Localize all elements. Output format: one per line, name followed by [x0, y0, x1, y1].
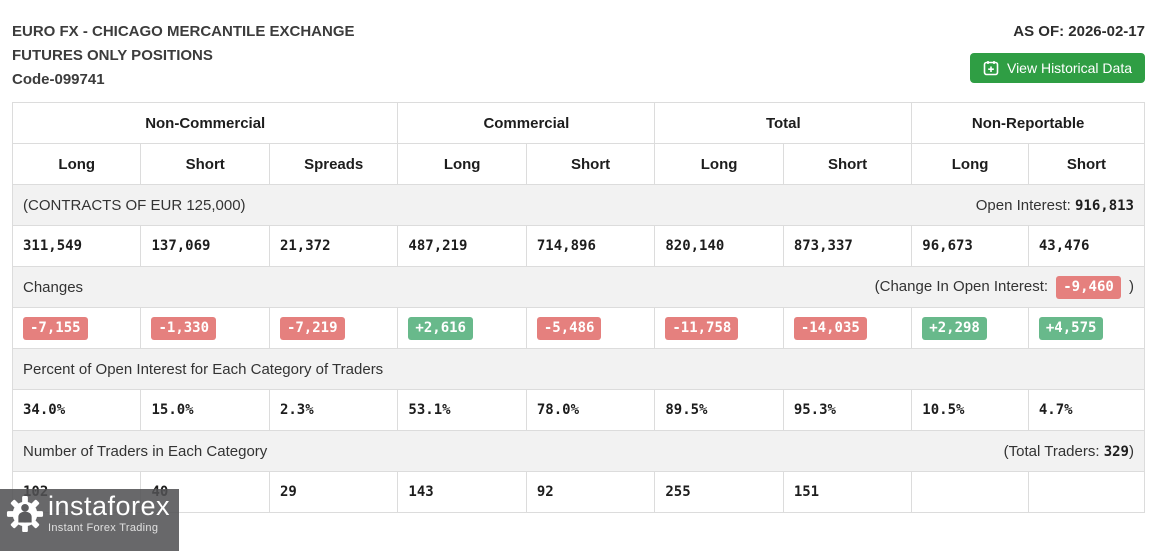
column-header: Long: [397, 143, 527, 185]
report-title: EURO FX - CHICAGO MERCANTILE EXCHANGE: [12, 23, 355, 40]
view-historical-data-button[interactable]: View Historical Data: [969, 53, 1145, 83]
percent-cell: 89.5%: [654, 389, 784, 431]
report-titles: EURO FX - CHICAGO MERCANTILE EXCHANGE FU…: [12, 20, 355, 92]
change-cell: +2,298: [911, 307, 1029, 349]
percents-row: 34.0% 15.0% 2.3% 53.1% 78.0% 89.5% 95.3%…: [11, 389, 1146, 431]
column-header: Short: [140, 143, 270, 185]
percent-cell: 53.1%: [397, 389, 527, 431]
traders-cell: [911, 471, 1029, 513]
percent-cell: 15.0%: [140, 389, 270, 431]
change-cell: -14,035: [782, 307, 913, 349]
as-of-date: AS OF: 2026-02-17: [1013, 23, 1145, 40]
total-traders-prefix: (Total Traders:: [1003, 442, 1100, 460]
change-cell: -11,758: [654, 307, 784, 349]
calendar-plus-icon: [983, 60, 999, 76]
report-subtitle: FUTURES ONLY POSITIONS: [12, 47, 213, 64]
change-badge: +2,298: [922, 316, 987, 340]
changes-label: Changes: [12, 266, 655, 308]
column-header: Long: [911, 143, 1029, 185]
percent-label: Percent of Open Interest for Each Catego…: [12, 348, 1145, 390]
traders-row: 102 40 29 143 92 255 151: [11, 471, 1146, 513]
total-traders-suffix: ): [1129, 442, 1134, 460]
position-cell: 873,337: [782, 225, 913, 267]
position-cell: 487,219: [397, 225, 527, 267]
percent-cell: 34.0%: [11, 389, 142, 431]
position-cell: 43,476: [1027, 225, 1146, 267]
traders-cell: 255: [654, 471, 784, 513]
traders-cell: 29: [268, 471, 399, 513]
header-right: AS OF: 2026-02-17 View Historical Data: [969, 20, 1145, 83]
group-header-row: Non-Commercial Commercial Total Non-Repo…: [11, 102, 1145, 144]
group-header-commercial: Commercial: [397, 102, 656, 144]
total-traders-cell: (Total Traders: 329): [654, 430, 1145, 472]
traders-cell: 92: [525, 471, 656, 513]
change-badge: -1,330: [151, 316, 217, 340]
percent-cell: 95.3%: [782, 389, 913, 431]
traders-cell: 151: [782, 471, 913, 513]
open-interest-value: 916,813: [1074, 197, 1134, 214]
contracts-row: (CONTRACTS OF EUR 125,000) Open Interest…: [12, 184, 1145, 226]
traders-cell: [1027, 471, 1146, 513]
cot-report-page: EURO FX - CHICAGO MERCANTILE EXCHANGE FU…: [11, 0, 1146, 513]
percent-cell: 78.0%: [525, 389, 656, 431]
traders-cell: 143: [397, 471, 527, 513]
contracts-label: (CONTRACTS OF EUR 125,000): [12, 184, 655, 226]
report-header: EURO FX - CHICAGO MERCANTILE EXCHANGE FU…: [12, 0, 1145, 102]
change-badge: -11,758: [665, 316, 739, 340]
position-cell: 96,673: [911, 225, 1029, 267]
instaforex-brand: instaforex: [48, 491, 171, 521]
change-in-open-interest-cell: (Change In Open Interest: -9,460 ): [654, 266, 1145, 308]
instaforex-gear-icon: [6, 495, 44, 538]
change-oi-suffix: ): [1129, 277, 1134, 295]
view-historical-data-label: View Historical Data: [1006, 60, 1132, 76]
change-cell: -1,330: [140, 307, 270, 349]
change-cell: -5,486: [525, 307, 656, 349]
group-header-non-commercial: Non-Commercial: [11, 102, 399, 144]
group-header-total: Total: [654, 102, 913, 144]
change-oi-badge: -9,460: [1056, 275, 1121, 299]
instaforex-logo-text: instaforex Instant Forex Trading: [48, 493, 170, 534]
change-cell: +4,575: [1027, 307, 1146, 349]
change-cell: +2,616: [397, 307, 527, 349]
open-interest-label: Open Interest:: [975, 196, 1071, 214]
percent-cell: 2.3%: [268, 389, 399, 431]
percent-label-row: Percent of Open Interest for Each Catego…: [12, 348, 1145, 390]
open-interest-cell: Open Interest: 916,813: [654, 184, 1145, 226]
traders-label-row: Number of Traders in Each Category (Tota…: [12, 430, 1145, 472]
traders-label: Number of Traders in Each Category: [12, 430, 655, 472]
changes-label-row: Changes (Change In Open Interest: -9,460…: [12, 266, 1145, 308]
change-badge: -14,035: [793, 316, 867, 340]
report-code: Code-099741: [12, 71, 105, 88]
percent-cell: 4.7%: [1027, 389, 1146, 431]
cot-table: Non-Commercial Commercial Total Non-Repo…: [11, 102, 1146, 513]
total-traders-value: 329: [1103, 443, 1129, 460]
changes-row: -7,155 -1,330 -7,219 +2,616 -5,486 -11,7…: [11, 307, 1146, 349]
column-header: Short: [782, 143, 913, 185]
change-badge: -5,486: [536, 316, 602, 340]
column-header-row: Long Short Spreads Long Short Long Short…: [11, 143, 1146, 185]
instaforex-tagline: Instant Forex Trading: [48, 522, 159, 534]
group-header-non-reportable: Non-Reportable: [911, 102, 1145, 144]
position-cell: 311,549: [11, 225, 142, 267]
change-cell: -7,219: [268, 307, 399, 349]
change-badge: -7,219: [279, 316, 345, 340]
change-cell: -7,155: [11, 307, 142, 349]
positions-row: 311,549 137,069 21,372 487,219 714,896 8…: [11, 225, 1146, 267]
position-cell: 137,069: [140, 225, 270, 267]
percent-cell: 10.5%: [911, 389, 1029, 431]
column-header: Short: [525, 143, 656, 185]
instaforex-watermark: instaforex Instant Forex Trading: [0, 489, 179, 551]
column-header: Long: [654, 143, 784, 185]
position-cell: 714,896: [525, 225, 656, 267]
column-header: Long: [11, 143, 142, 185]
column-header: Spreads: [268, 143, 399, 185]
change-badge: +2,616: [408, 316, 473, 340]
change-badge: -7,155: [23, 316, 88, 340]
change-badge: +4,575: [1038, 316, 1104, 340]
position-cell: 21,372: [268, 225, 399, 267]
position-cell: 820,140: [654, 225, 784, 267]
change-oi-prefix: (Change In Open Interest:: [874, 277, 1049, 295]
column-header: Short: [1027, 143, 1146, 185]
